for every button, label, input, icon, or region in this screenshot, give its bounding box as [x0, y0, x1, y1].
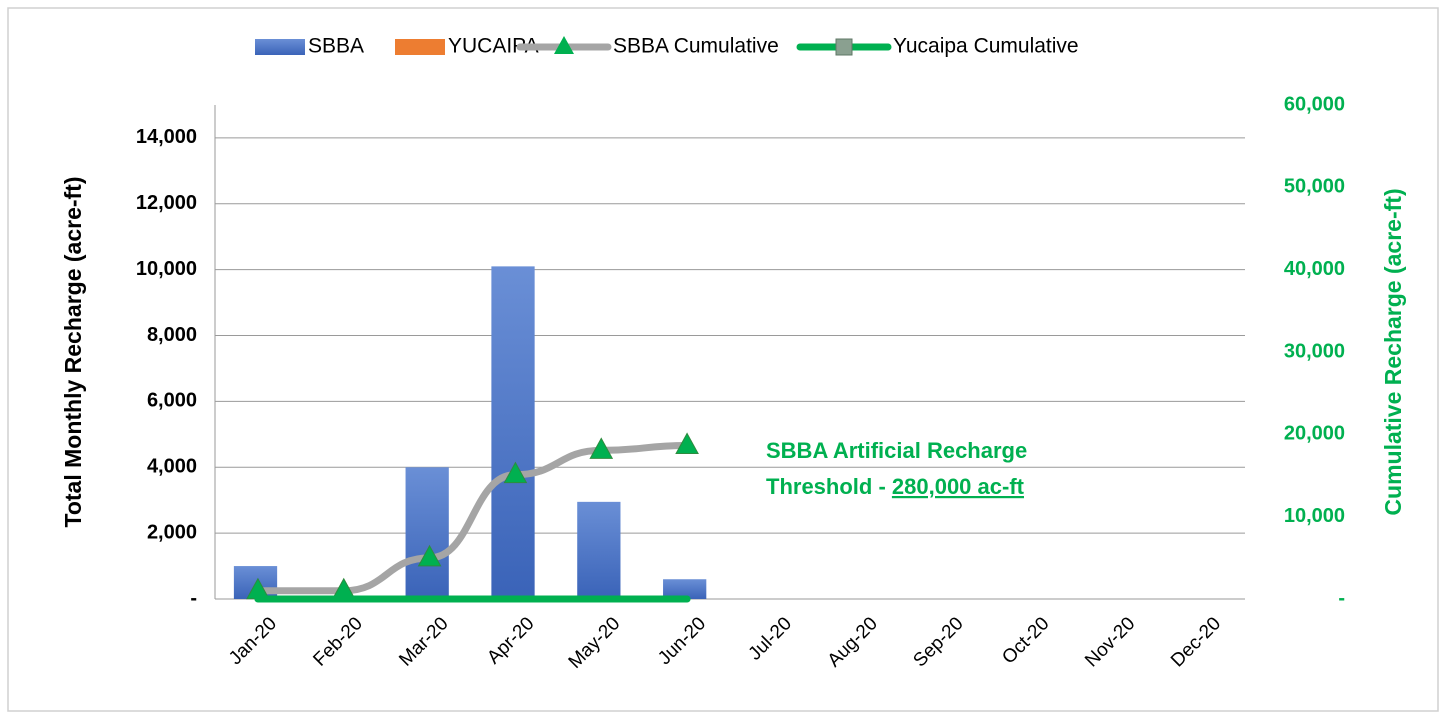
y-tick-label: 8,000 — [147, 324, 197, 346]
y-tick-label: 2,000 — [147, 521, 197, 543]
y-tick-label: 14,000 — [136, 126, 197, 148]
line-marker — [417, 544, 442, 567]
annotation-underlined: 280,000 ac-ft — [892, 474, 1025, 499]
legend-swatch — [395, 39, 445, 55]
annotation: SBBA Artificial Recharge — [766, 438, 1027, 463]
legend-swatch — [255, 39, 305, 55]
legend-label: SBBA — [308, 35, 364, 58]
y2-tick-label: 10,000 — [1284, 505, 1345, 527]
y2-axis-title: Cumulative Recharge (acre-ft) — [1380, 188, 1406, 515]
y2-tick-label: 30,000 — [1284, 340, 1345, 362]
y2-tick-label: - — [1338, 587, 1345, 609]
line-marker — [675, 432, 699, 454]
legend-marker — [835, 38, 853, 56]
y-tick-label: 4,000 — [147, 456, 197, 478]
legend-label: YUCAIPA — [448, 35, 539, 58]
annotation: Threshold - 280,000 ac-ft — [766, 474, 1025, 499]
y2-tick-label: 60,000 — [1284, 93, 1345, 115]
bar — [577, 501, 621, 599]
line-marker — [589, 437, 614, 459]
chart-frame — [7, 7, 1439, 712]
y-axis-title: Total Monthly Recharge (acre-ft) — [60, 177, 86, 528]
legend-label: SBBA Cumulative — [613, 35, 779, 58]
y2-tick-label: 50,000 — [1284, 176, 1345, 198]
bar — [491, 266, 535, 599]
annotation-part: Threshold - — [766, 474, 892, 499]
line-marker — [503, 461, 528, 484]
legend-marker — [554, 36, 574, 54]
y2-tick-label: 40,000 — [1284, 258, 1345, 280]
y-tick-label: 6,000 — [147, 390, 197, 412]
bar — [663, 579, 707, 599]
y2-tick-label: 20,000 — [1284, 423, 1345, 445]
y-tick-label: 12,000 — [136, 192, 197, 214]
y-tick-label: 10,000 — [136, 258, 197, 280]
y-tick-label: - — [190, 587, 197, 609]
bar — [405, 467, 449, 599]
legend-label: Yucaipa Cumulative — [893, 35, 1079, 58]
